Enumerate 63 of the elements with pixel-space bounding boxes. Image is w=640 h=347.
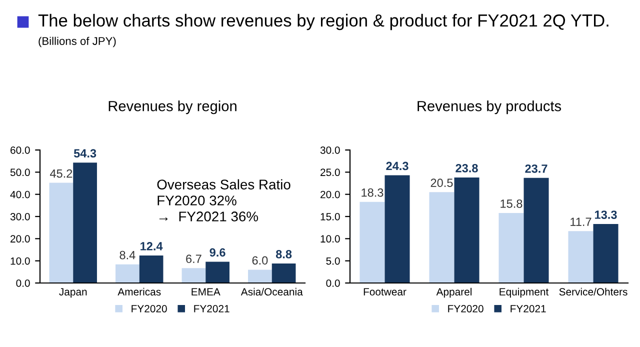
y-tick-label: 20.0 — [320, 190, 340, 198]
data-label: 54.3 — [74, 149, 96, 158]
y-tick-label: 10.0 — [10, 257, 30, 265]
x-tick-label: Americas — [118, 288, 161, 296]
y-tick-label: 40.0 — [10, 190, 30, 198]
annotation: Overseas Sales Ratio FY2020 32% → FY2021 36% — [157, 179, 290, 222]
chart-title: Revenues by products — [418, 100, 562, 114]
data-label: 13.3 — [595, 210, 617, 219]
x-tick-label: Footwear — [364, 288, 406, 296]
bar — [454, 177, 480, 283]
data-label: 23.8 — [456, 164, 478, 172]
x-tick-label: Japan — [59, 288, 87, 298]
bar — [49, 182, 74, 283]
data-label: 6.0 — [252, 256, 268, 265]
bar — [593, 224, 618, 283]
bar — [272, 263, 296, 283]
y-tick-label: 30.0 — [320, 146, 340, 154]
text: (Billions of JPY) — [38, 36, 116, 48]
bar — [429, 192, 454, 283]
data-label: 6.7 — [186, 254, 202, 264]
bar — [248, 270, 272, 283]
data-label: 8.8 — [276, 250, 292, 258]
y-tick-label: 5.0 — [326, 257, 340, 265]
bar — [116, 264, 140, 283]
legend-label: FY2021 — [510, 305, 546, 312]
bar — [139, 256, 164, 283]
bar — [360, 202, 385, 283]
x-tick-label: Equipment — [500, 288, 549, 298]
y-tick-label: 20.0 — [10, 235, 30, 243]
legend-label: FY2020 — [448, 305, 484, 312]
data-label: 9.6 — [210, 248, 226, 257]
legend-label: FY2021 — [194, 305, 230, 312]
data-label: 45.2 — [50, 169, 72, 178]
data-label: 15.8 — [500, 199, 522, 208]
bar — [206, 262, 230, 283]
y-tick-label: 15.0 — [320, 213, 340, 220]
chart-title: Revenues by region — [108, 100, 236, 114]
data-label: 8.4 — [120, 250, 136, 260]
bar — [384, 175, 410, 283]
y-tick-label: 25.0 — [320, 168, 340, 176]
data-label: 12.4 — [140, 242, 163, 250]
bar — [524, 178, 549, 283]
x-tick-label: EMEA — [192, 288, 220, 296]
text: The below charts show revenues by region & product for FY2021 2Q YTD. — [38, 14, 608, 30]
x-tick-label: Service/Ohters — [559, 288, 628, 296]
data-label: 24.3 — [386, 162, 408, 170]
bar — [498, 212, 524, 283]
x-tick-label: Apparel — [436, 288, 472, 298]
bar — [568, 231, 594, 283]
bar — [182, 268, 206, 283]
data-label: 23.7 — [525, 164, 548, 173]
bar — [73, 162, 97, 283]
x-tick-label: Asia/Oceania — [240, 288, 303, 296]
y-tick-label: 0.0 — [326, 280, 340, 287]
legend-label: FY2020 — [132, 305, 167, 312]
data-label: 20.5 — [430, 178, 453, 188]
data-label: 11.7 — [570, 218, 592, 226]
y-tick-label: 0.0 — [16, 280, 30, 287]
data-label: 18.3 — [362, 188, 384, 197]
y-tick-label: 30.0 — [10, 213, 30, 220]
y-tick-label: 50.0 — [10, 168, 30, 176]
y-tick-label: 10.0 — [320, 235, 340, 243]
y-tick-label: 60.0 — [10, 146, 30, 154]
